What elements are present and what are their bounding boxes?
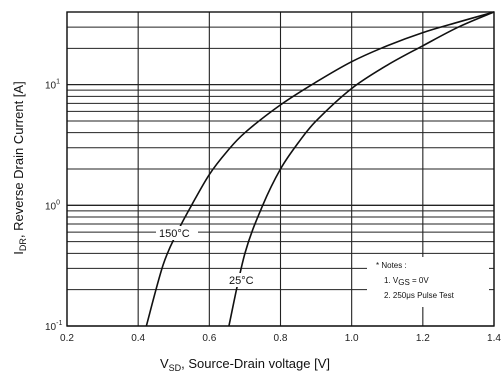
notes-box: * Notes : 1. VGS = 0V 2. 250μs Pulse Tes…: [367, 257, 489, 307]
notes-background: [367, 257, 489, 307]
notes-title: * Notes :: [376, 261, 407, 270]
y-tick-label-2: 101: [45, 79, 60, 92]
x-tick-label-5: 1.2: [416, 333, 430, 344]
x-tick-label-4: 1.0: [345, 333, 359, 344]
label-150c-bg: [156, 226, 198, 240]
x-tick-label-0: 0.2: [60, 333, 74, 344]
series-label-150c: 150°C: [159, 228, 190, 240]
series-curve-1: [228, 11, 495, 327]
y-axis-title: IDR, Reverse Drain Current [A]: [11, 81, 28, 254]
note-pulse-test: 2. 250μs Pulse Test: [384, 291, 455, 300]
y-tick-label-0: 10-1: [45, 320, 62, 333]
series-label-25c: 25°C: [229, 275, 254, 287]
plot-frame: [66, 11, 495, 327]
x-axis-title: VSD, Source-Drain voltage [V]: [160, 356, 330, 373]
x-tick-label-1: 0.4: [131, 333, 145, 344]
note-vgs: 1. VGS = 0V: [384, 276, 429, 287]
y-tick-labels: 10-1 100 101: [45, 79, 62, 333]
x-tick-label-2: 0.6: [202, 333, 216, 344]
x-tick-label-3: 0.8: [274, 333, 288, 344]
x-tick-labels: 0.2 0.4 0.6 0.8 1.0 1.2 1.4: [60, 333, 501, 344]
y-tick-label-1: 100: [45, 199, 60, 212]
label-25c-bg: [226, 273, 260, 287]
x-tick-label-6: 1.4: [487, 333, 501, 344]
